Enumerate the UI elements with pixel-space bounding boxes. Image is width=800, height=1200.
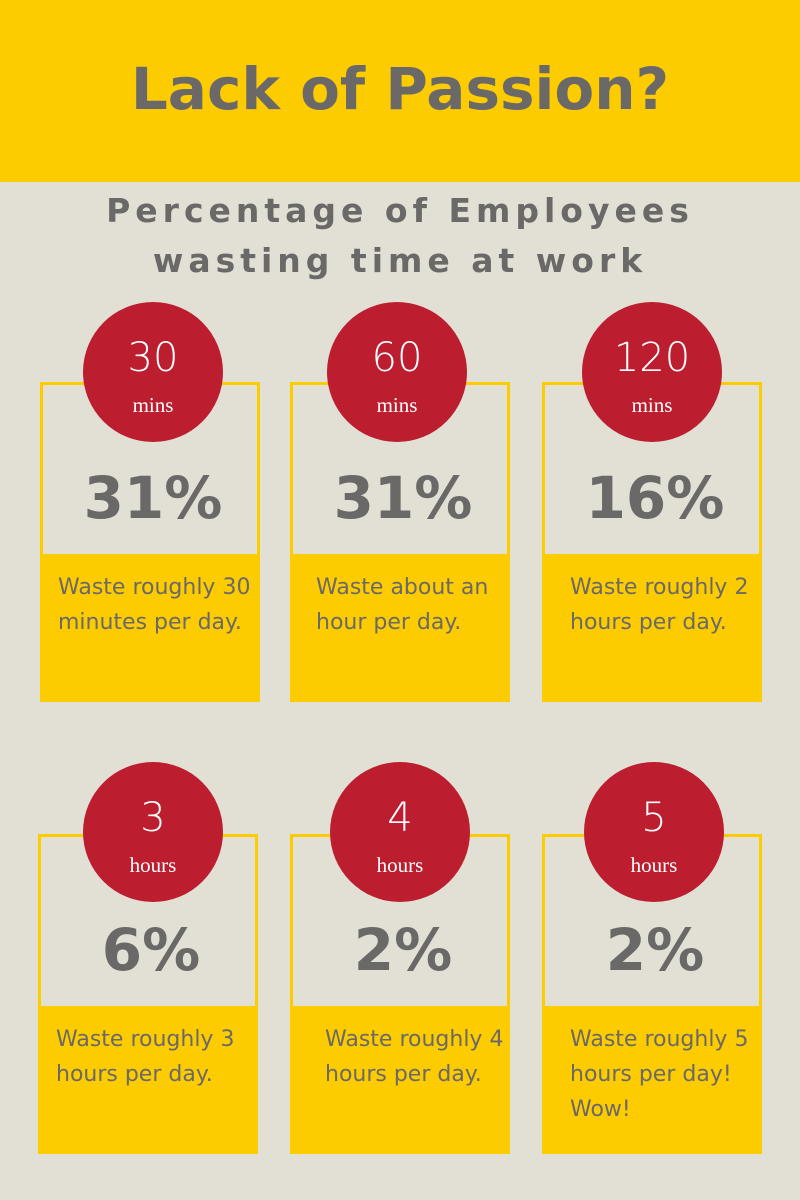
time-badge: 4 hours [330,762,470,902]
card-description: Waste about an hour per day. [316,575,489,635]
card-description-panel: Waste roughly 4 hours per day. [290,1006,510,1154]
card-percentage: 16% [585,464,725,532]
subtitle-line-1: Percentage of Employees [106,191,694,230]
time-unit: mins [376,393,418,417]
card-description: Waste roughly 5 hours per day! Wow! [570,1027,749,1122]
card-percentage: 6% [101,916,201,984]
card-percentage: 31% [333,464,473,532]
time-unit: mins [631,393,673,417]
card-top-frame: 31% [40,382,260,554]
card-description-panel: Waste roughly 5 hours per day! Wow! [542,1006,762,1154]
time-amount: 60 [371,335,423,381]
time-badge: 30 mins [83,302,223,442]
time-badge: 5 hours [584,762,724,902]
time-amount: 4 [387,795,413,841]
card-description: Waste roughly 3 hours per day. [56,1027,235,1087]
time-badge: 3 hours [83,762,223,902]
card-description-panel: Waste roughly 30 minutes per day. [40,554,260,702]
time-unit: hours [630,853,678,877]
time-amount: 3 [140,795,166,841]
card-percentage: 31% [83,464,223,532]
header-banner: Lack of Passion? [0,0,800,182]
time-unit: mins [132,393,174,417]
card-description-panel: Waste roughly 2 hours per day. [542,554,762,702]
time-amount: 120 [613,335,691,381]
card-description: Waste roughly 4 hours per day. [325,1027,504,1087]
card-percentage: 2% [353,916,453,984]
time-badge: 60 mins [327,302,467,442]
card-percentage: 2% [605,916,705,984]
card-description: Waste roughly 30 minutes per day. [58,575,251,635]
time-amount: 30 [127,335,179,381]
time-unit: hours [376,853,424,877]
time-badge: 120 mins [582,302,722,442]
card-description-panel: Waste about an hour per day. [290,554,510,702]
time-amount: 5 [641,795,667,841]
card-description: Waste roughly 2 hours per day. [570,575,749,635]
time-unit: hours [129,853,177,877]
page-title: Lack of Passion? [130,55,670,123]
card-description-panel: Waste roughly 3 hours per day. [38,1006,258,1154]
subtitle-line-2: wasting time at work [152,241,648,280]
